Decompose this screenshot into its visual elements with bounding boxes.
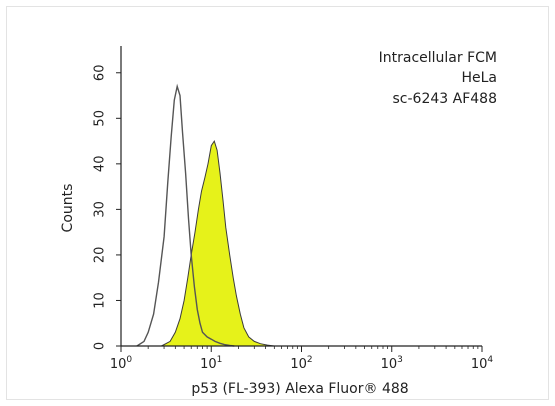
chart-frame bbox=[6, 6, 549, 400]
y-tick-label: 50 bbox=[93, 110, 108, 127]
annotation-line-3: sc-6243 AF488 bbox=[393, 91, 497, 107]
y-tick-label: 60 bbox=[92, 65, 107, 82]
y-axis-label: Counts bbox=[60, 184, 76, 233]
annotation-block: Intracellular FCM HeLa sc-6243 AF488 bbox=[379, 50, 497, 107]
y-tick-label: 0 bbox=[93, 342, 108, 350]
x-tick-label: 103 bbox=[381, 355, 403, 372]
series-outline-histogram bbox=[136, 83, 235, 347]
y-tick-label: 30 bbox=[92, 201, 107, 218]
y-tick-label: 20 bbox=[93, 247, 108, 264]
x-tick-label: 100 bbox=[110, 355, 133, 372]
series-filled-histogram bbox=[161, 139, 275, 347]
annotation-line-2: HeLa bbox=[461, 70, 497, 86]
x-tick-label: 101 bbox=[200, 355, 222, 372]
y-tick-label: 10 bbox=[92, 292, 107, 309]
x-axis-label: p53 (FL-393) Alexa Fluor® 488 bbox=[191, 381, 408, 397]
x-tick-label: 102 bbox=[290, 355, 312, 372]
y-tick-label: 40 bbox=[93, 156, 108, 173]
annotation-line-1: Intracellular FCM bbox=[379, 50, 497, 66]
plot-area: 0 10 20 30 40 50 60 100 101 102 103 104 bbox=[92, 46, 493, 372]
x-tick-label: 104 bbox=[471, 355, 494, 372]
